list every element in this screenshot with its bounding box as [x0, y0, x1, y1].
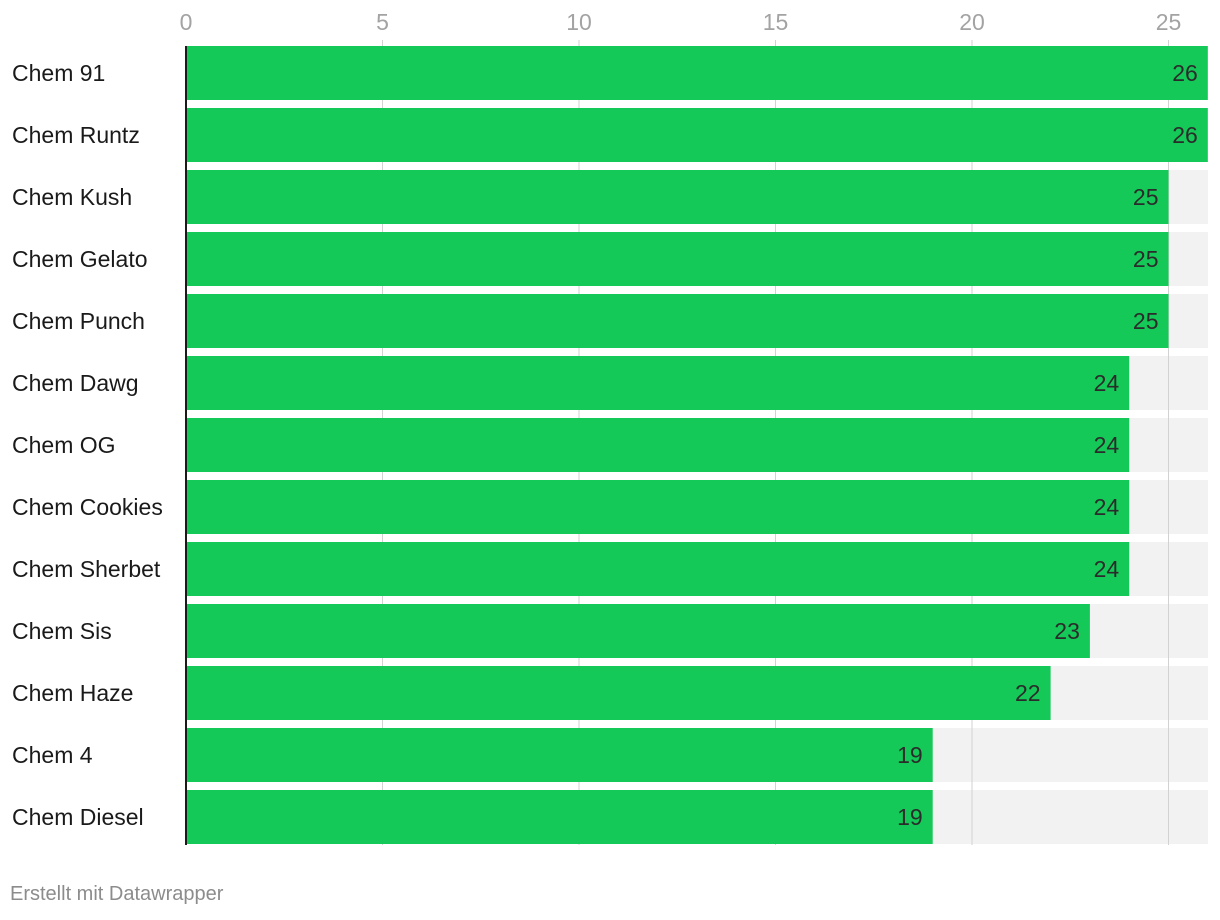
category-label: Chem Kush [12, 184, 132, 210]
bar [186, 604, 1090, 658]
bar [186, 46, 1208, 100]
bar [186, 418, 1130, 472]
x-tick-label: 10 [566, 9, 592, 35]
category-label: Chem 4 [12, 742, 93, 768]
bar-value-label: 24 [1094, 556, 1120, 582]
bar [186, 232, 1169, 286]
bar-value-label: 25 [1133, 184, 1159, 210]
x-tick-label: 15 [763, 9, 789, 35]
category-label: Chem Diesel [12, 804, 144, 830]
bar [186, 170, 1169, 224]
category-label: Chem Sherbet [12, 556, 161, 582]
bar-value-label: 26 [1172, 122, 1198, 148]
x-tick-label: 25 [1156, 9, 1182, 35]
x-tick-label: 5 [376, 9, 389, 35]
credit-footer: Erstellt mit Datawrapper [10, 883, 224, 905]
bar-layer [186, 46, 1208, 844]
category-label: Chem Haze [12, 680, 133, 706]
bar [186, 790, 933, 844]
category-label: Chem Runtz [12, 122, 140, 148]
x-tick-label: 0 [180, 9, 193, 35]
bar-value-label: 19 [897, 804, 923, 830]
bar [186, 542, 1130, 596]
bar [186, 666, 1051, 720]
label-layer: 0 5 10 15 20 25 26 Chem 91 26 Chem Runtz 25 Chem Ku… [12, 9, 1198, 845]
bar-value-label: 25 [1133, 246, 1159, 272]
bar-value-label: 19 [897, 742, 923, 768]
category-label: Chem 91 [12, 60, 105, 86]
bar-value-label: 23 [1054, 618, 1080, 644]
category-label: Chem OG [12, 432, 116, 458]
category-label: Chem Dawg [12, 370, 139, 396]
bar-value-label: 24 [1094, 494, 1120, 520]
category-label: Chem Cookies [12, 494, 163, 520]
bar-value-label: 24 [1094, 370, 1120, 396]
bar-value-label: 24 [1094, 432, 1120, 458]
bar [186, 480, 1130, 534]
bar [186, 356, 1130, 410]
bar [186, 294, 1169, 348]
bar [186, 728, 933, 782]
bar [186, 108, 1208, 162]
category-label: Chem Gelato [12, 246, 148, 272]
bar-value-label: 25 [1133, 308, 1159, 334]
bar-value-label: 22 [1015, 680, 1041, 706]
x-tick-label: 20 [959, 9, 985, 35]
category-label: Chem Punch [12, 308, 145, 334]
bar-value-label: 26 [1172, 60, 1198, 86]
category-label: Chem Sis [12, 618, 112, 644]
